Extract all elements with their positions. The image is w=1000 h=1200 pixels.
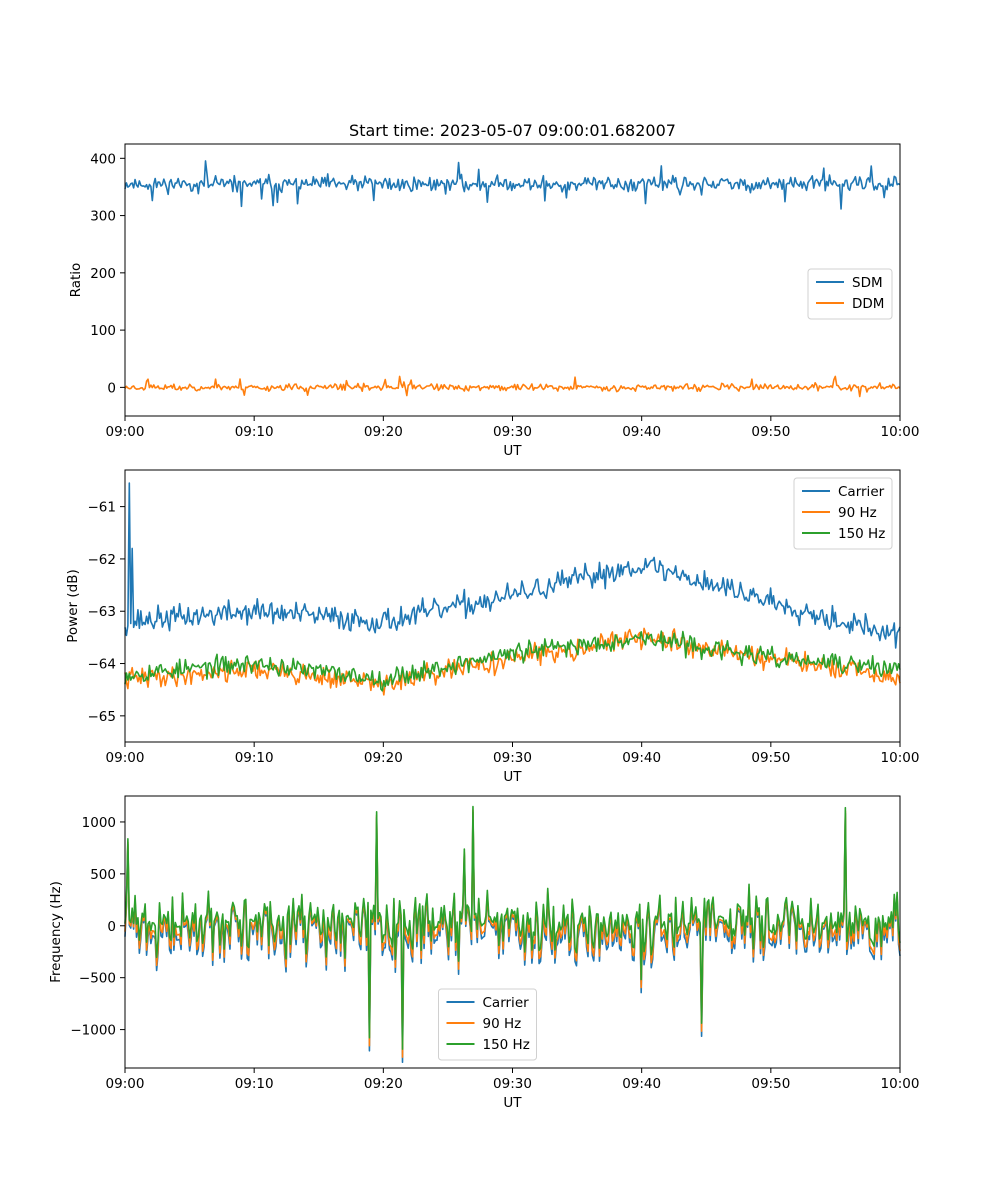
legend-entry: 150 Hz [838, 526, 885, 542]
y-tick-label: −1000 [70, 1023, 116, 1039]
y-axis-label: Frequency (Hz) [48, 881, 64, 983]
y-tick-label: 400 [90, 151, 116, 167]
power-panel: 09:00 09:10 09:20 09:30 09:40 09:50 10:00 −65 −6… [65, 469, 920, 785]
x-tick-label: 10:00 [881, 424, 920, 440]
y-tick-label: 0 [107, 919, 116, 935]
ratio-panel: 09:00 09:10 09:20 09:30 09:40 09:50 10:00 0 100 2… [68, 143, 920, 459]
x-tick-label: 09:00 [106, 424, 145, 440]
x-tick-label: 09:20 [364, 1076, 403, 1092]
x-tick-label: 09:40 [622, 1076, 661, 1092]
legend-entry: SDM [852, 275, 883, 291]
y-axis-label: Power (dB) [65, 569, 81, 642]
x-tick-label: 09:00 [106, 1076, 145, 1092]
x-tick-label: 09:10 [235, 1076, 274, 1092]
x-axis-label: UT [503, 769, 522, 785]
y-tick-label: −64 [88, 657, 117, 673]
axes-frame [124, 143, 901, 417]
chart-title: Start time: 2023-05-07 09:00:01.682007 [349, 121, 676, 140]
legend: SDM DDM [807, 268, 893, 320]
y-tick-label: 500 [90, 867, 116, 883]
x-tick-label: 09:30 [493, 424, 532, 440]
x-tick-label: 10:00 [881, 750, 920, 766]
x-tick-label: 09:40 [622, 424, 661, 440]
x-tick-label: 09:50 [751, 1076, 790, 1092]
series-line-150-hz [124, 630, 901, 692]
legend-entry: 90 Hz [483, 1016, 522, 1032]
y-tick-label: 300 [90, 209, 116, 225]
legend-box [793, 477, 893, 550]
y-tick-label: −500 [79, 971, 116, 987]
y-tick-label: −65 [88, 709, 117, 725]
legend-entry: 90 Hz [838, 505, 877, 521]
x-tick-label: 09:20 [364, 424, 403, 440]
y-tick-label: −61 [88, 500, 117, 516]
x-tick-label: 09:20 [364, 750, 403, 766]
x-tick-label: 09:50 [751, 750, 790, 766]
series-line-90-hz [124, 809, 901, 1058]
series-line-90-hz [124, 627, 901, 696]
y-axis-label: Ratio [68, 263, 84, 298]
legend: Carrier 90 Hz 150 Hz [438, 988, 537, 1061]
x-tick-label: 09:10 [235, 750, 274, 766]
series-line-ddm [124, 375, 901, 398]
y-tick-label: 200 [90, 266, 116, 282]
series-line-sdm [124, 160, 901, 210]
x-tick-label: 09:50 [751, 424, 790, 440]
x-tick-label: 09:40 [622, 750, 661, 766]
legend-entry: DDM [852, 296, 884, 312]
x-tick-label: 09:30 [493, 1076, 532, 1092]
y-tick-label: −63 [88, 604, 117, 620]
series-line-150-hz [124, 805, 901, 1050]
y-tick-label: 100 [90, 323, 116, 339]
legend-entry: Carrier [838, 484, 885, 500]
axes-frame [124, 469, 901, 743]
x-axis-label: UT [503, 1095, 522, 1111]
frequency-panel: 09:00 09:10 09:20 09:30 09:40 09:50 10:00 −1000… [48, 795, 920, 1111]
axes-frame [124, 795, 901, 1069]
legend-entry: Carrier [483, 995, 530, 1011]
legend: Carrier 90 Hz 150 Hz [793, 477, 893, 550]
y-tick-label: 0 [107, 380, 116, 396]
x-tick-label: 09:10 [235, 424, 274, 440]
legend-box [438, 988, 537, 1061]
y-tick-label: −62 [88, 552, 117, 568]
x-tick-label: 09:00 [106, 750, 145, 766]
x-tick-label: 10:00 [881, 1076, 920, 1092]
x-axis-label: UT [503, 443, 522, 459]
series-line-carrier [124, 482, 901, 649]
x-tick-label: 09:30 [493, 750, 532, 766]
y-tick-label: 1000 [82, 815, 116, 831]
legend-entry: 150 Hz [483, 1037, 530, 1053]
